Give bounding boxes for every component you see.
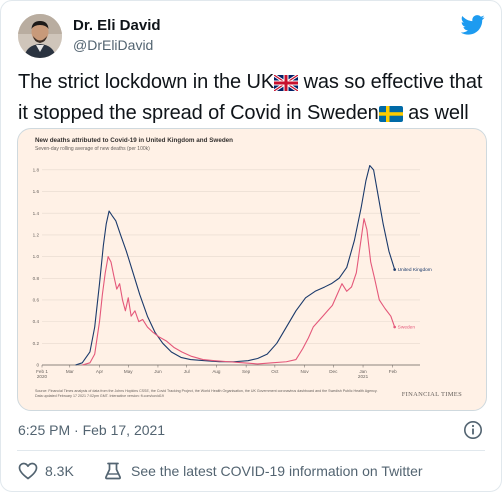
info-icon[interactable] [463,420,483,440]
financial-times-logo: FINANCIAL TIMES [401,391,462,398]
x-tick-label: Jun [154,369,162,374]
x-tick-label: Feb 1 [36,369,48,374]
y-tick-label: 0.2 [33,341,40,346]
series-end-dot-sweden [393,325,396,329]
y-tick-label: 1.6 [33,189,40,194]
chart-source: Source: Financial Times analysis of data… [35,389,395,398]
like-count[interactable]: 8.3K [45,463,74,479]
x-tick-label: Feb [389,369,397,374]
x-tick-label: Jan [359,369,367,374]
series-line-united-kingdom [75,164,396,366]
uk-flag-icon [273,71,299,99]
x-tick-label: Apr [96,369,104,374]
x-tick-label: Sep [242,369,251,374]
tweet-text-part-2: was so effective that it stopped the spr… [18,71,483,124]
covid-info-link[interactable]: See the latest COVID-19 information on T… [131,463,423,479]
y-tick-label: 0.4 [33,319,40,324]
twitter-bird-icon[interactable] [461,15,485,35]
health-info-icon[interactable] [103,461,123,481]
tweet-text: The strict lockdown in the UK was so eff… [18,68,488,161]
tweet-text-part-1: The strict lockdown in the UK [18,71,275,93]
y-tick-label: 1.2 [33,232,40,237]
y-tick-label: 1.0 [33,254,40,259]
y-tick-label: 1.8 [33,167,40,172]
x-tick-sublabel: 2020 [37,374,48,379]
tweet-timestamp[interactable]: 6:25 PM · Feb 17, 2021 [18,422,166,438]
chart-image[interactable]: New deaths attributed to Covid-19 in Uni… [17,128,487,411]
x-tick-sublabel: 2021 [358,374,369,379]
tweet-text-part-3: as well [402,102,469,124]
heart-icon[interactable] [18,461,38,481]
y-tick-label: 0 [36,363,39,368]
x-tick-label: Aug [212,369,221,374]
chart-subtitle: Seven-day rolling average of new deaths … [35,146,150,152]
chart-source-text: Source: Financial Times analysis of data… [35,389,378,393]
legend-label-united-kingdom: United Kingdom [398,267,432,273]
chart-updated-text: Data updated February 17 2021 7:02pm GMT… [35,393,164,398]
y-tick-label: 0.6 [33,298,40,303]
author-handle[interactable]: @DrEliDavid [73,37,154,53]
x-tick-label: Nov [300,369,309,374]
series-line-sweden [82,218,396,366]
chart-title: New deaths attributed to Covid-19 in Uni… [35,137,234,144]
series-end-dot-united-kingdom [393,268,396,271]
y-tick-label: 0.8 [33,276,40,281]
divider [17,450,485,451]
avatar[interactable] [18,14,62,58]
y-tick-label: 1.4 [33,211,40,216]
legend-label-sweden: Sweden [398,325,416,331]
author-name[interactable]: Dr. Eli David [73,17,161,34]
x-tick-label: Jul [184,369,190,374]
x-tick-label: May [124,369,133,374]
x-tick-label: Dec [329,369,338,374]
x-tick-label: Mar [66,369,74,374]
x-tick-label: Oct [271,369,279,374]
sweden-flag-icon [378,102,403,130]
